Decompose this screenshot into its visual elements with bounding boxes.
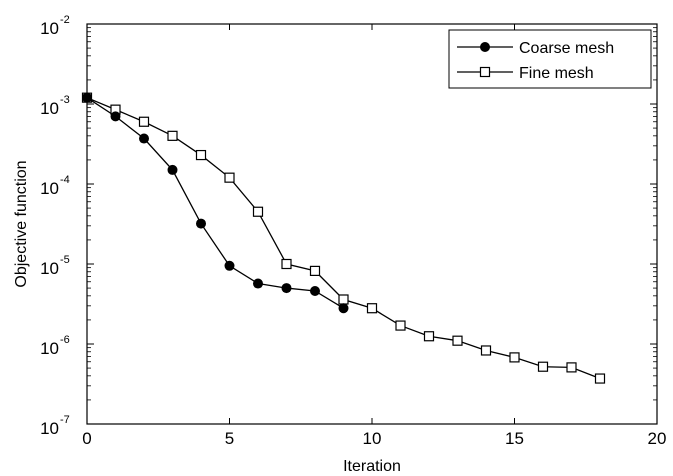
y-tick-exponent: -3 bbox=[60, 94, 70, 106]
data-point-fine-mesh bbox=[537, 361, 549, 372]
data-point-fine-mesh bbox=[566, 362, 577, 373]
x-tick-label: 0 bbox=[82, 429, 91, 448]
y-tick-label: 10 -3 bbox=[40, 94, 70, 118]
data-point-fine-mesh bbox=[195, 149, 207, 161]
data-point-fine-mesh bbox=[509, 352, 520, 363]
x-tick-label: 15 bbox=[505, 429, 524, 448]
x-tick-label: 10 bbox=[363, 429, 382, 448]
data-point-coarse-mesh bbox=[167, 164, 178, 175]
data-point-fine-mesh bbox=[366, 303, 378, 314]
series-line-coarse-mesh bbox=[86, 97, 344, 309]
data-point-coarse-mesh bbox=[110, 111, 121, 122]
y-tick-labels: 10-710-610-510-410-310-2 bbox=[40, 14, 70, 438]
legend-marker-fine bbox=[479, 66, 491, 78]
data-point-coarse-mesh bbox=[253, 278, 263, 289]
legend-label-fine: Fine mesh bbox=[519, 65, 594, 82]
data-point-fine-mesh bbox=[252, 206, 264, 217]
axis-ticks bbox=[86, 23, 658, 425]
data-point-fine-mesh bbox=[138, 116, 150, 127]
data-point-fine-mesh bbox=[281, 258, 292, 270]
data-point-fine-mesh bbox=[167, 130, 178, 141]
data-point-fine-mesh bbox=[480, 345, 492, 356]
x-tick-label: 5 bbox=[225, 429, 234, 448]
data-point-fine-mesh bbox=[452, 335, 463, 346]
data-point-fine-mesh bbox=[338, 294, 349, 305]
data-point-fine-mesh bbox=[224, 172, 235, 183]
y-axis-label: Objective function bbox=[13, 160, 30, 287]
y-tick-label: 10 -4 bbox=[40, 174, 70, 198]
y-tick-exponent: -6 bbox=[60, 334, 70, 346]
data-point-coarse-mesh bbox=[224, 260, 235, 271]
legend: Coarse mesh Fine mesh bbox=[448, 29, 652, 89]
y-tick-label: 10 -2 bbox=[40, 14, 70, 38]
data-point-fine-mesh bbox=[395, 320, 406, 331]
series-fine-mesh bbox=[81, 92, 606, 384]
data-point-coarse-mesh bbox=[338, 303, 349, 314]
y-tick-exponent: -7 bbox=[60, 414, 70, 426]
data-point-fine-mesh bbox=[309, 265, 321, 276]
y-tick-exponent: -5 bbox=[60, 254, 70, 266]
y-tick-label: 10 -6 bbox=[40, 334, 70, 358]
data-point-coarse-mesh bbox=[310, 285, 320, 296]
y-tick-base: 10 bbox=[40, 179, 59, 198]
series-layer bbox=[81, 92, 606, 384]
y-tick-base: 10 bbox=[40, 419, 59, 438]
y-tick-exponent: -4 bbox=[60, 174, 70, 186]
data-point-fine-mesh bbox=[423, 331, 435, 342]
x-tick-label: 20 bbox=[648, 429, 667, 448]
legend-label-coarse: Coarse mesh bbox=[519, 40, 614, 57]
y-tick-label: 10 -5 bbox=[40, 254, 70, 278]
y-tick-base: 10 bbox=[40, 99, 59, 118]
data-point-coarse-mesh bbox=[196, 218, 206, 229]
y-tick-label: 10 -7 bbox=[40, 414, 70, 438]
legend-marker-coarse bbox=[480, 42, 490, 52]
plot-frame bbox=[86, 23, 658, 425]
legend-box bbox=[448, 29, 652, 89]
series-coarse-mesh bbox=[82, 92, 349, 314]
y-tick-exponent: -2 bbox=[60, 14, 70, 26]
data-point-coarse-mesh bbox=[139, 133, 149, 144]
data-point-coarse-mesh bbox=[82, 92, 92, 103]
x-axis-label: Iteration bbox=[343, 458, 401, 475]
data-point-fine-mesh bbox=[594, 373, 606, 384]
data-point-coarse-mesh bbox=[281, 283, 292, 294]
x-tick-labels: 0 5 10 15 20 bbox=[82, 429, 666, 448]
y-tick-base: 10 bbox=[40, 259, 59, 278]
y-tick-base: 10 bbox=[40, 19, 59, 38]
y-tick-base: 10 bbox=[40, 339, 59, 358]
